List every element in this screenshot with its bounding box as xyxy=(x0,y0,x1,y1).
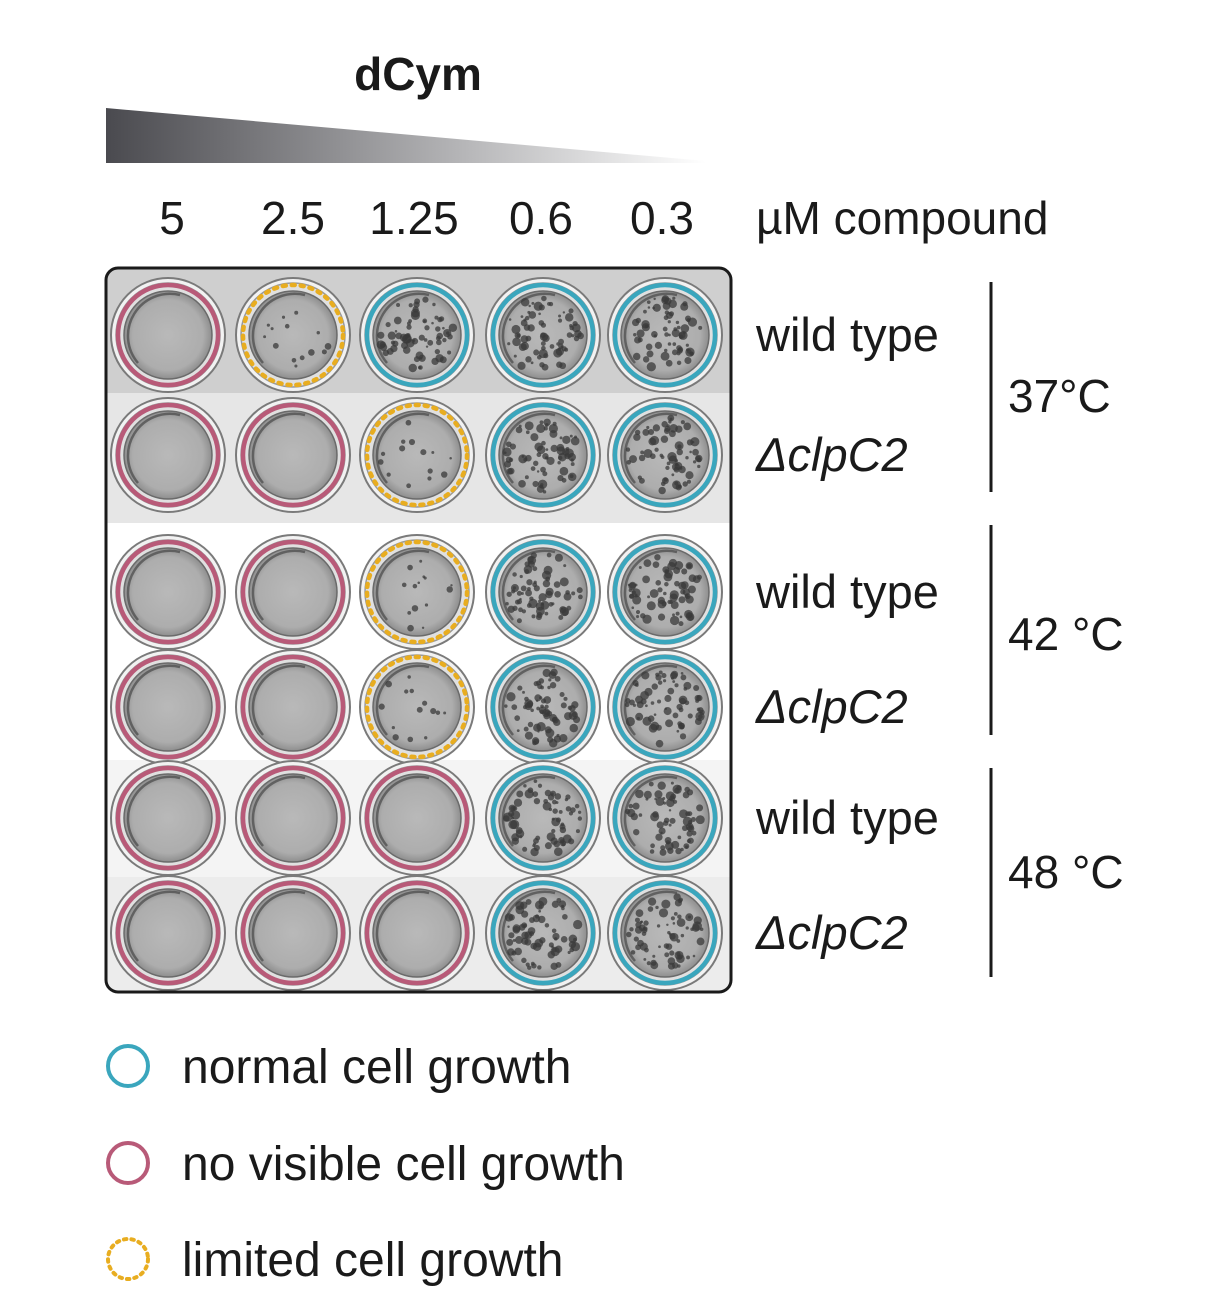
growth-status-ring xyxy=(364,539,470,645)
concentration-label: 2.5 xyxy=(261,192,325,244)
well xyxy=(485,277,601,393)
concentration-labels: 5 2.5 1.25 0.6 0.3 xyxy=(159,192,694,244)
growth-status-ring xyxy=(490,654,596,760)
growth-status-ring xyxy=(612,539,718,645)
temperature-label: 37°C xyxy=(1008,370,1111,422)
growth-status-ring xyxy=(240,282,346,388)
well xyxy=(235,760,351,876)
growth-status-ring xyxy=(240,654,346,760)
well xyxy=(485,649,601,765)
growth-status-ring xyxy=(612,765,718,871)
growth-status-ring xyxy=(115,654,221,760)
well xyxy=(607,649,723,765)
well xyxy=(607,277,723,393)
strain-label: wild type xyxy=(755,565,939,618)
well xyxy=(235,649,351,765)
well xyxy=(110,875,226,991)
growth-status-ring xyxy=(490,539,596,645)
growth-status-ring xyxy=(490,765,596,871)
well-plate xyxy=(104,266,733,994)
well xyxy=(359,277,475,393)
concentration-gradient-wedge xyxy=(106,108,706,163)
legend-label: limited cell growth xyxy=(182,1234,563,1287)
well xyxy=(235,277,351,393)
strain-labels: wild type ΔclpC2 wild type ΔclpC2 wild type Δ… xyxy=(755,308,939,959)
strain-label: wild type xyxy=(755,791,939,844)
well xyxy=(485,760,601,876)
growth-status-ring xyxy=(612,282,718,388)
well xyxy=(235,534,351,650)
growth-status-ring xyxy=(240,880,346,986)
strain-label: ΔclpC2 xyxy=(755,428,908,481)
concentration-label: 5 xyxy=(159,192,185,244)
well xyxy=(235,397,351,513)
growth-status-ring xyxy=(115,880,221,986)
growth-status-ring xyxy=(612,654,718,760)
well xyxy=(359,649,475,765)
concentration-label: 0.3 xyxy=(630,192,694,244)
compound-title: dCym xyxy=(354,48,482,100)
strain-label: wild type xyxy=(755,308,939,361)
well xyxy=(359,760,475,876)
well xyxy=(110,534,226,650)
legend-swatch xyxy=(106,1141,150,1185)
concentration-label: 0.6 xyxy=(509,192,573,244)
well xyxy=(485,534,601,650)
growth-legend: normal cell growth no visible cell growth… xyxy=(106,1041,625,1287)
legend-label: no visible cell growth xyxy=(182,1138,625,1191)
well xyxy=(607,534,723,650)
well xyxy=(359,534,475,650)
well xyxy=(110,649,226,765)
temperature-label: 42 °C xyxy=(1008,608,1124,660)
growth-status-ring xyxy=(364,282,470,388)
growth-status-ring xyxy=(612,402,718,508)
well xyxy=(110,760,226,876)
concentration-label: 1.25 xyxy=(369,192,459,244)
temperature-groups: 37°C 42 °C 48 °C xyxy=(989,282,1124,977)
growth-status-ring xyxy=(240,765,346,871)
legend-swatch xyxy=(106,1237,150,1281)
well xyxy=(607,397,723,513)
well xyxy=(485,875,601,991)
growth-status-ring xyxy=(364,654,470,760)
growth-status-ring xyxy=(115,765,221,871)
well xyxy=(359,397,475,513)
growth-status-ring xyxy=(115,539,221,645)
strain-label: ΔclpC2 xyxy=(755,906,908,959)
well xyxy=(110,397,226,513)
growth-status-ring xyxy=(115,282,221,388)
growth-status-ring xyxy=(364,402,470,508)
growth-status-ring xyxy=(240,539,346,645)
well xyxy=(607,760,723,876)
well xyxy=(235,875,351,991)
growth-status-ring xyxy=(612,880,718,986)
strain-label: ΔclpC2 xyxy=(755,680,908,733)
well xyxy=(110,277,226,393)
growth-status-ring xyxy=(490,880,596,986)
growth-status-ring xyxy=(364,765,470,871)
growth-status-ring xyxy=(490,402,596,508)
legend-label: normal cell growth xyxy=(182,1041,571,1094)
well xyxy=(607,875,723,991)
growth-status-ring xyxy=(364,880,470,986)
well xyxy=(485,397,601,513)
well xyxy=(359,875,475,991)
growth-status-ring xyxy=(490,282,596,388)
unit-label: µM compound xyxy=(756,192,1048,244)
temperature-label: 48 °C xyxy=(1008,846,1124,898)
growth-status-ring xyxy=(240,402,346,508)
growth-status-ring xyxy=(115,402,221,508)
legend-swatch xyxy=(106,1044,150,1088)
